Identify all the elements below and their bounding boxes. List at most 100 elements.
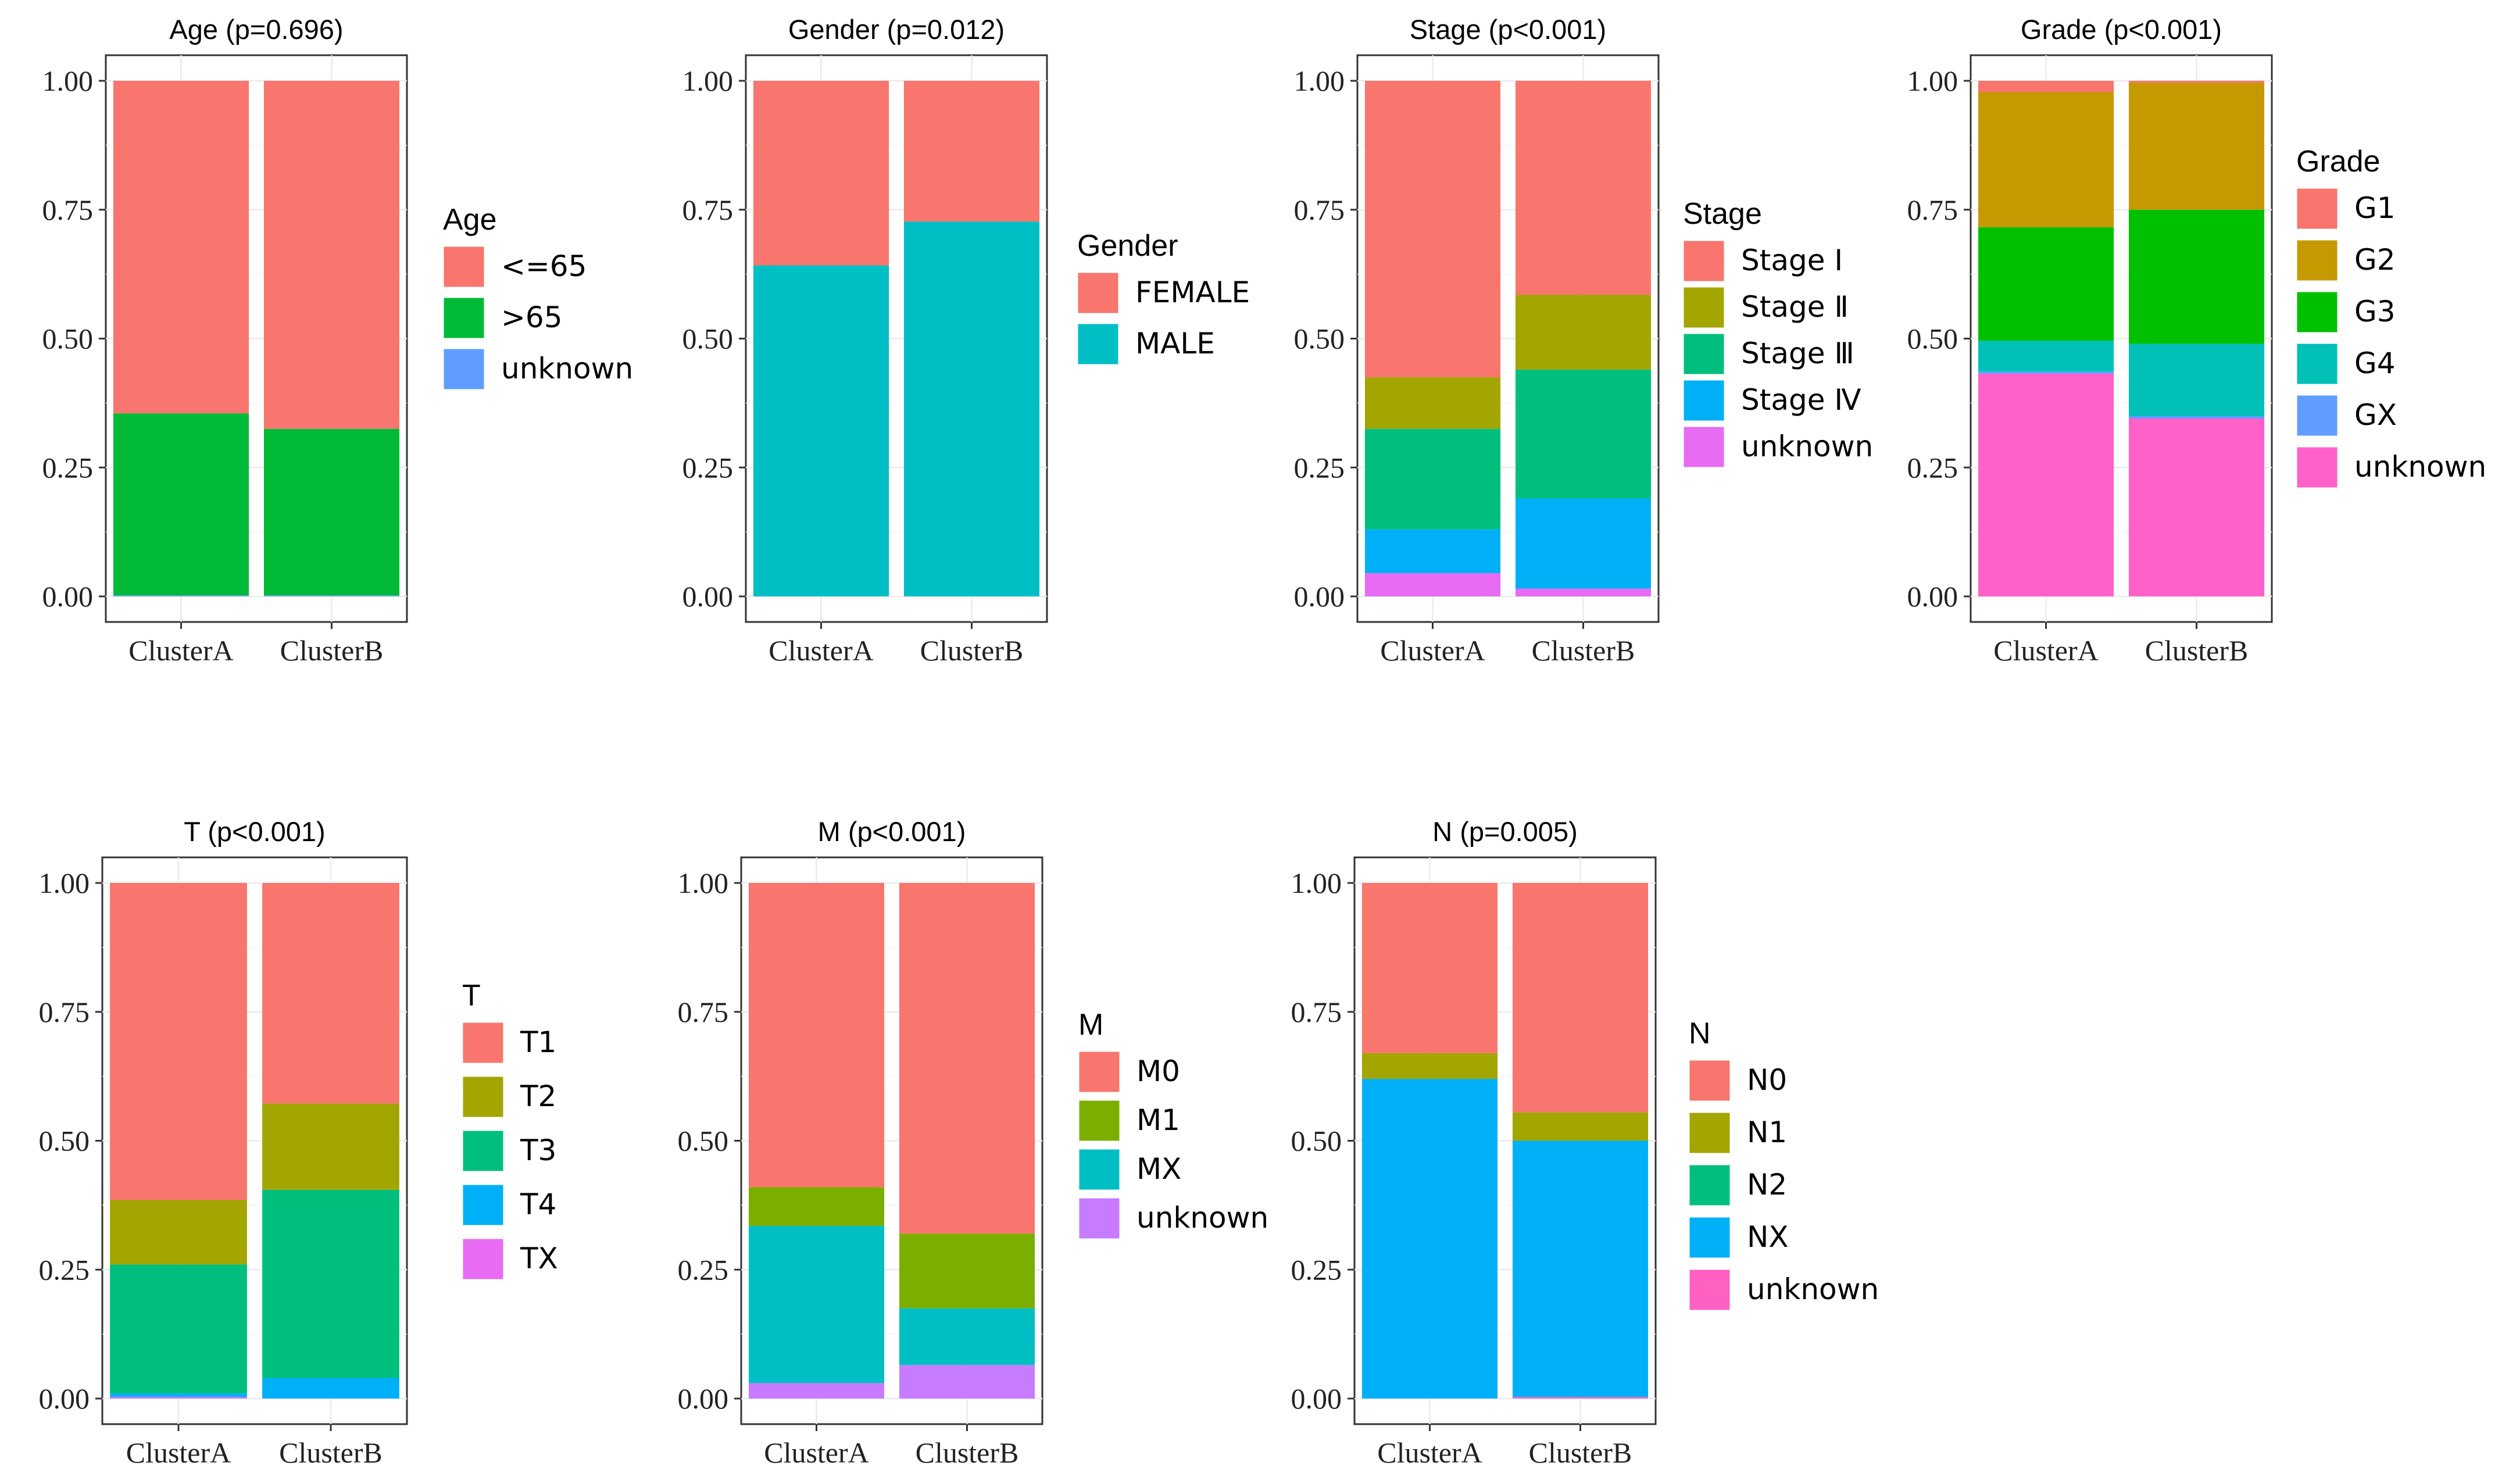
y-tick-label: 1.00 xyxy=(1294,65,1345,97)
legend-key-unknown xyxy=(2295,445,2339,489)
y-tick-label: 0.00 xyxy=(678,1382,729,1415)
y-tick-label: 0.00 xyxy=(1907,580,1958,613)
legend-label-n1: N1 xyxy=(1747,1115,1787,1149)
y-tick-label: 0.25 xyxy=(678,1253,729,1286)
x-tick-label: ClusterB xyxy=(916,1436,1019,1469)
bar-segment-clusterb-nx xyxy=(1512,1140,1649,1397)
y-tick-label: 0.50 xyxy=(1907,323,1958,355)
bar-segment-clusterb-mx xyxy=(899,1308,1035,1365)
legend-key-mx xyxy=(1077,1147,1121,1192)
x-tick-label: ClusterA xyxy=(764,1436,869,1469)
bar-segment-clustera-65 xyxy=(113,81,249,414)
legend-key-gx xyxy=(2295,394,2339,438)
bar-segment-clustera-n1 xyxy=(1361,1053,1498,1079)
y-tick-label: 0.75 xyxy=(1291,996,1342,1028)
legend-key-m0 xyxy=(1077,1050,1121,1094)
legend: N N0 N1 N2 NX unknown xyxy=(1688,1017,1879,1312)
legend-key-g1 xyxy=(2295,187,2339,231)
bar-segment-clusterb-65 xyxy=(263,428,400,596)
legend-label-n0: N0 xyxy=(1747,1063,1787,1097)
legend-title: N xyxy=(1689,1017,1711,1050)
legend-label-nx: NX xyxy=(1747,1220,1789,1254)
bar-segment-clustera-stage xyxy=(1364,428,1501,530)
chart-title: Grade (p<0.001) xyxy=(2021,14,2222,45)
legend-label-g2: G2 xyxy=(2354,243,2396,277)
legend-label-female: FEMALE xyxy=(1135,276,1250,309)
bar-segment-clusterb-female xyxy=(903,81,1040,222)
y-tick-label: 0.00 xyxy=(1294,580,1345,613)
legend: Gender FEMALE MALE xyxy=(1076,229,1250,366)
bar-segment-clustera-unknown xyxy=(113,595,249,596)
bar-segment-clustera-m0 xyxy=(748,883,885,1188)
legend: Stage Stage Ⅰ Stage Ⅱ Stage Ⅲ Stage Ⅳ unknown xyxy=(1682,197,1873,469)
chart-panel-age: ClusterA ClusterB 0.00 0.25 0.50 0.75 1.00 Age … xyxy=(42,14,634,667)
legend-key-65 xyxy=(442,245,486,289)
chart-panel-stage: ClusterA ClusterB 0.00 0.25 0.50 0.75 1.00 Stag… xyxy=(1294,14,1874,667)
legend-title: Grade xyxy=(2296,145,2381,178)
y-tick-label: 0.50 xyxy=(682,323,734,355)
bar-segment-clusterb-t4 xyxy=(262,1378,399,1399)
legend-label-unknown: unknown xyxy=(501,352,633,385)
legend-title: Age xyxy=(443,203,497,237)
y-tick-label: 0.50 xyxy=(42,323,94,355)
chart-panel-n: ClusterA ClusterB 0.00 0.25 0.50 0.75 1.00 N (p… xyxy=(1291,816,1879,1469)
bar-segment-clustera-gx xyxy=(1978,371,2114,374)
bar-segment-clustera-unknown xyxy=(748,1383,885,1399)
y-tick-label: 0.25 xyxy=(42,451,94,484)
bar-segment-clustera-t2 xyxy=(110,1200,247,1265)
x-tick-label: ClusterB xyxy=(1529,1436,1632,1469)
legend-label-65: <=65 xyxy=(501,249,587,283)
legend-key-unknown xyxy=(1682,425,1726,469)
bar-segment-clusterb-g2 xyxy=(2128,83,2265,210)
bar-segment-clusterb-g1 xyxy=(2128,81,2265,83)
chart-panel-m: ClusterA ClusterB 0.00 0.25 0.50 0.75 1.00 M (p… xyxy=(678,816,1269,1469)
legend-key-male xyxy=(1076,322,1120,366)
legend-title: M xyxy=(1078,1008,1103,1042)
bar-segment-clusterb-n0 xyxy=(1512,883,1649,1113)
legend-label-m1: M1 xyxy=(1136,1103,1180,1137)
legend-key-g2 xyxy=(2295,238,2339,283)
y-tick-label: 0.75 xyxy=(678,996,729,1028)
bar-segment-clusterb-gx xyxy=(2128,416,2265,419)
legend-key-unknown xyxy=(1688,1268,1732,1312)
bar-segment-clusterb-65 xyxy=(263,81,400,429)
legend-label-stage: Stage Ⅱ xyxy=(1741,290,1849,324)
bar-segment-clustera-t3 xyxy=(110,1264,247,1394)
bar-segment-clusterb-stage xyxy=(1515,369,1652,499)
legend-label-stage: Stage Ⅲ xyxy=(1741,337,1854,370)
legend-label-t3: T3 xyxy=(520,1133,556,1167)
y-tick-label: 0.25 xyxy=(682,451,734,484)
bar-segment-clustera-65 xyxy=(113,413,249,596)
bar-segment-clustera-g2 xyxy=(1978,92,2114,227)
x-tick-label: ClusterA xyxy=(769,634,874,667)
bar-segment-clusterb-unknown xyxy=(899,1365,1035,1399)
chart-title: T (p<0.001) xyxy=(184,816,325,847)
legend-key-g3 xyxy=(2295,290,2339,334)
legend-label-mx: MX xyxy=(1136,1152,1181,1186)
y-tick-label: 0.50 xyxy=(39,1125,90,1157)
legend: Age<=65 >65 unknown xyxy=(442,203,633,391)
legend-label-g4: G4 xyxy=(2354,346,2396,380)
bar-segment-clustera-g1 xyxy=(1978,81,2114,92)
bar-segment-clustera-g3 xyxy=(1978,227,2114,341)
bar-segment-clusterb-stage xyxy=(1515,498,1652,589)
legend-label-unknown: unknown xyxy=(2354,450,2486,484)
x-tick-label: ClusterB xyxy=(280,634,384,667)
legend-label-t4: T4 xyxy=(520,1188,556,1221)
bar-segment-clusterb-unknown xyxy=(1512,1397,1649,1399)
legend-key-n1 xyxy=(1688,1111,1732,1155)
legend-key-n0 xyxy=(1688,1059,1732,1103)
bar-segment-clusterb-m0 xyxy=(899,883,1035,1234)
y-tick-label: 1.00 xyxy=(682,65,734,97)
legend-label-t2: T2 xyxy=(520,1079,556,1113)
bar-segment-clustera-nx xyxy=(1361,1079,1498,1399)
x-tick-label: ClusterB xyxy=(279,1436,383,1469)
bar-segment-clustera-male xyxy=(753,265,889,596)
bar-segment-clustera-tx xyxy=(110,1397,247,1399)
legend-key-stage xyxy=(1682,285,1726,330)
legend-label-tx: TX xyxy=(520,1242,558,1275)
legend-title: Stage xyxy=(1683,197,1762,231)
x-tick-label: ClusterB xyxy=(2145,634,2249,667)
bar-segment-clustera-t1 xyxy=(110,883,247,1200)
